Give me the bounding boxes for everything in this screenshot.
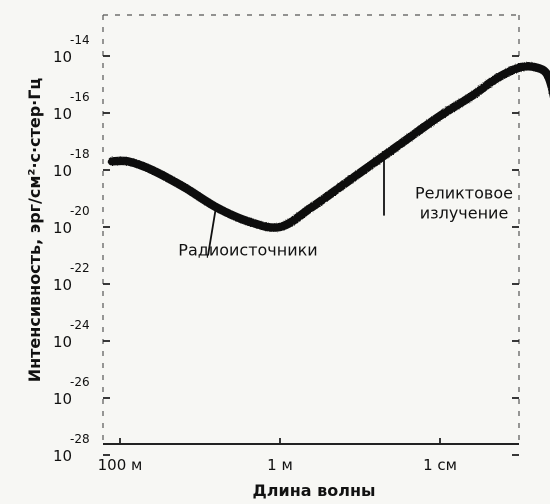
y-tick-base: 10 — [53, 390, 72, 408]
x-tick-label: 1 см — [423, 456, 457, 474]
y-tick-base: 10 — [53, 162, 72, 180]
y-tick-base: 10 — [53, 105, 72, 123]
y-tick-exponent: -14 — [70, 33, 90, 47]
annotation-pointers — [207, 155, 385, 256]
y-tick-exponent: -24 — [70, 318, 90, 332]
series-line — [107, 61, 550, 232]
y-tick-exponent: -20 — [70, 204, 90, 218]
x-tick-label: 1 м — [267, 456, 293, 474]
pointer-line — [207, 206, 217, 256]
x-axis-title: Длина волны — [253, 481, 376, 500]
y-tick-exponent: -18 — [70, 147, 90, 161]
y-tick-exponent: -26 — [70, 375, 90, 389]
series-group — [107, 61, 550, 232]
y-tick-exponent: -16 — [70, 90, 90, 104]
annotation-label: излучение — [420, 204, 509, 223]
annotation-label: Реликтовое — [415, 184, 513, 203]
annotations: РадиоисточникиРеликтовоеизлучениеИнфракр… — [178, 184, 513, 260]
x-axis-ticks: 100 м1 м1 см100 мк1 мк100 Å — [98, 438, 457, 474]
y-tick-exponent: -22 — [70, 261, 90, 275]
y-tick-base: 10 — [53, 447, 72, 465]
y-tick-base: 10 — [53, 333, 72, 351]
annotation-label: Радиоисточники — [178, 241, 317, 260]
y-axis-title: Интенсивность, эрг/см²·с·стер·Гц — [25, 78, 44, 383]
y-tick-base: 10 — [53, 276, 72, 294]
x-tick-label: 100 м — [98, 456, 143, 474]
y-tick-base: 10 — [53, 48, 72, 66]
y-tick-base: 10 — [53, 219, 72, 237]
y-tick-exponent: -28 — [70, 432, 90, 446]
plot-frame — [102, 14, 520, 445]
